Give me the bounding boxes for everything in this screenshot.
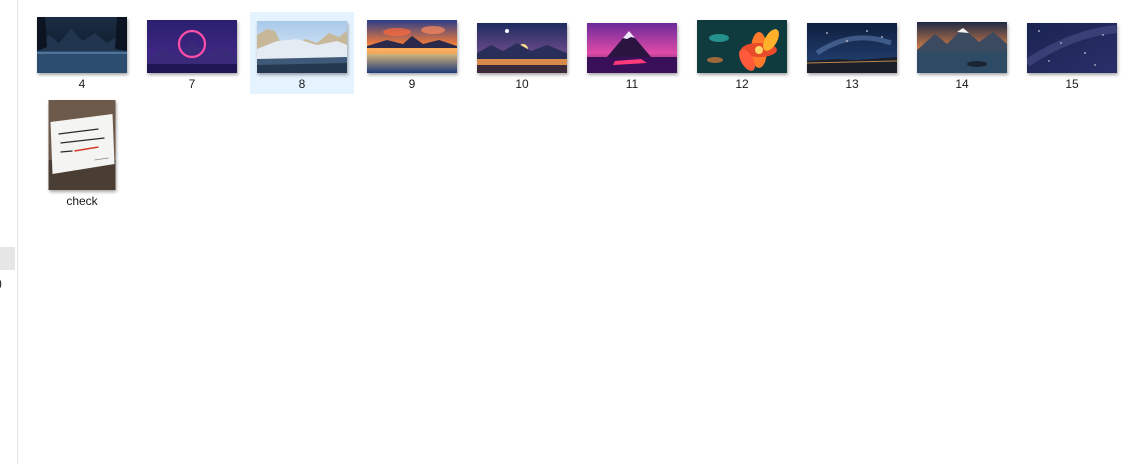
file-item-11[interactable]: 11 bbox=[580, 12, 684, 94]
file-item-14[interactable]: 14 bbox=[910, 12, 1014, 94]
neon-ring-mountains-icon bbox=[147, 20, 237, 73]
file-name-label: 4 bbox=[78, 77, 86, 91]
file-item-8[interactable]: 8 bbox=[250, 12, 354, 94]
file-item-9[interactable]: 9 bbox=[360, 12, 464, 94]
dark-mountain-lake-icon bbox=[37, 17, 127, 73]
starry-night-sky-icon bbox=[1027, 23, 1117, 73]
file-name-label: 11 bbox=[625, 77, 639, 91]
file-item-10[interactable]: 10 bbox=[470, 12, 574, 94]
nav-pane-selected-item[interactable] bbox=[0, 247, 15, 270]
nav-pane-item-label: ) bbox=[0, 276, 2, 290]
file-name-label: 15 bbox=[1065, 77, 1079, 91]
colorful-flower-art-icon bbox=[697, 20, 787, 73]
navigation-pane[interactable]: ) bbox=[0, 0, 18, 464]
file-item-7[interactable]: 7 bbox=[140, 12, 244, 94]
file-item-check[interactable]: check bbox=[30, 97, 134, 212]
file-name-label: 8 bbox=[298, 77, 306, 91]
sunset-lake-reflection-icon bbox=[367, 20, 457, 73]
file-item-13[interactable]: 13 bbox=[800, 12, 904, 94]
file-name-label: 9 bbox=[408, 77, 416, 91]
file-item-15[interactable]: 15 bbox=[1020, 12, 1124, 94]
yosemite-valley-icon bbox=[257, 21, 347, 73]
night-sky-coast-icon bbox=[807, 23, 897, 73]
synthwave-mountain-car-icon bbox=[587, 23, 677, 73]
moon-sunset-lake-icon bbox=[477, 23, 567, 73]
mountain-lake-dusk-icon bbox=[917, 22, 1007, 73]
file-name-label: 14 bbox=[955, 77, 969, 91]
file-name-label: check bbox=[66, 194, 98, 208]
file-item-12[interactable]: 12 bbox=[690, 12, 794, 94]
file-name-label: 13 bbox=[845, 77, 859, 91]
file-name-label: 7 bbox=[188, 77, 196, 91]
file-name-label: 12 bbox=[735, 77, 749, 91]
handwritten-note-photo-icon bbox=[48, 100, 116, 190]
file-item-4[interactable]: 4 bbox=[30, 12, 134, 94]
file-name-label: 10 bbox=[515, 77, 529, 91]
